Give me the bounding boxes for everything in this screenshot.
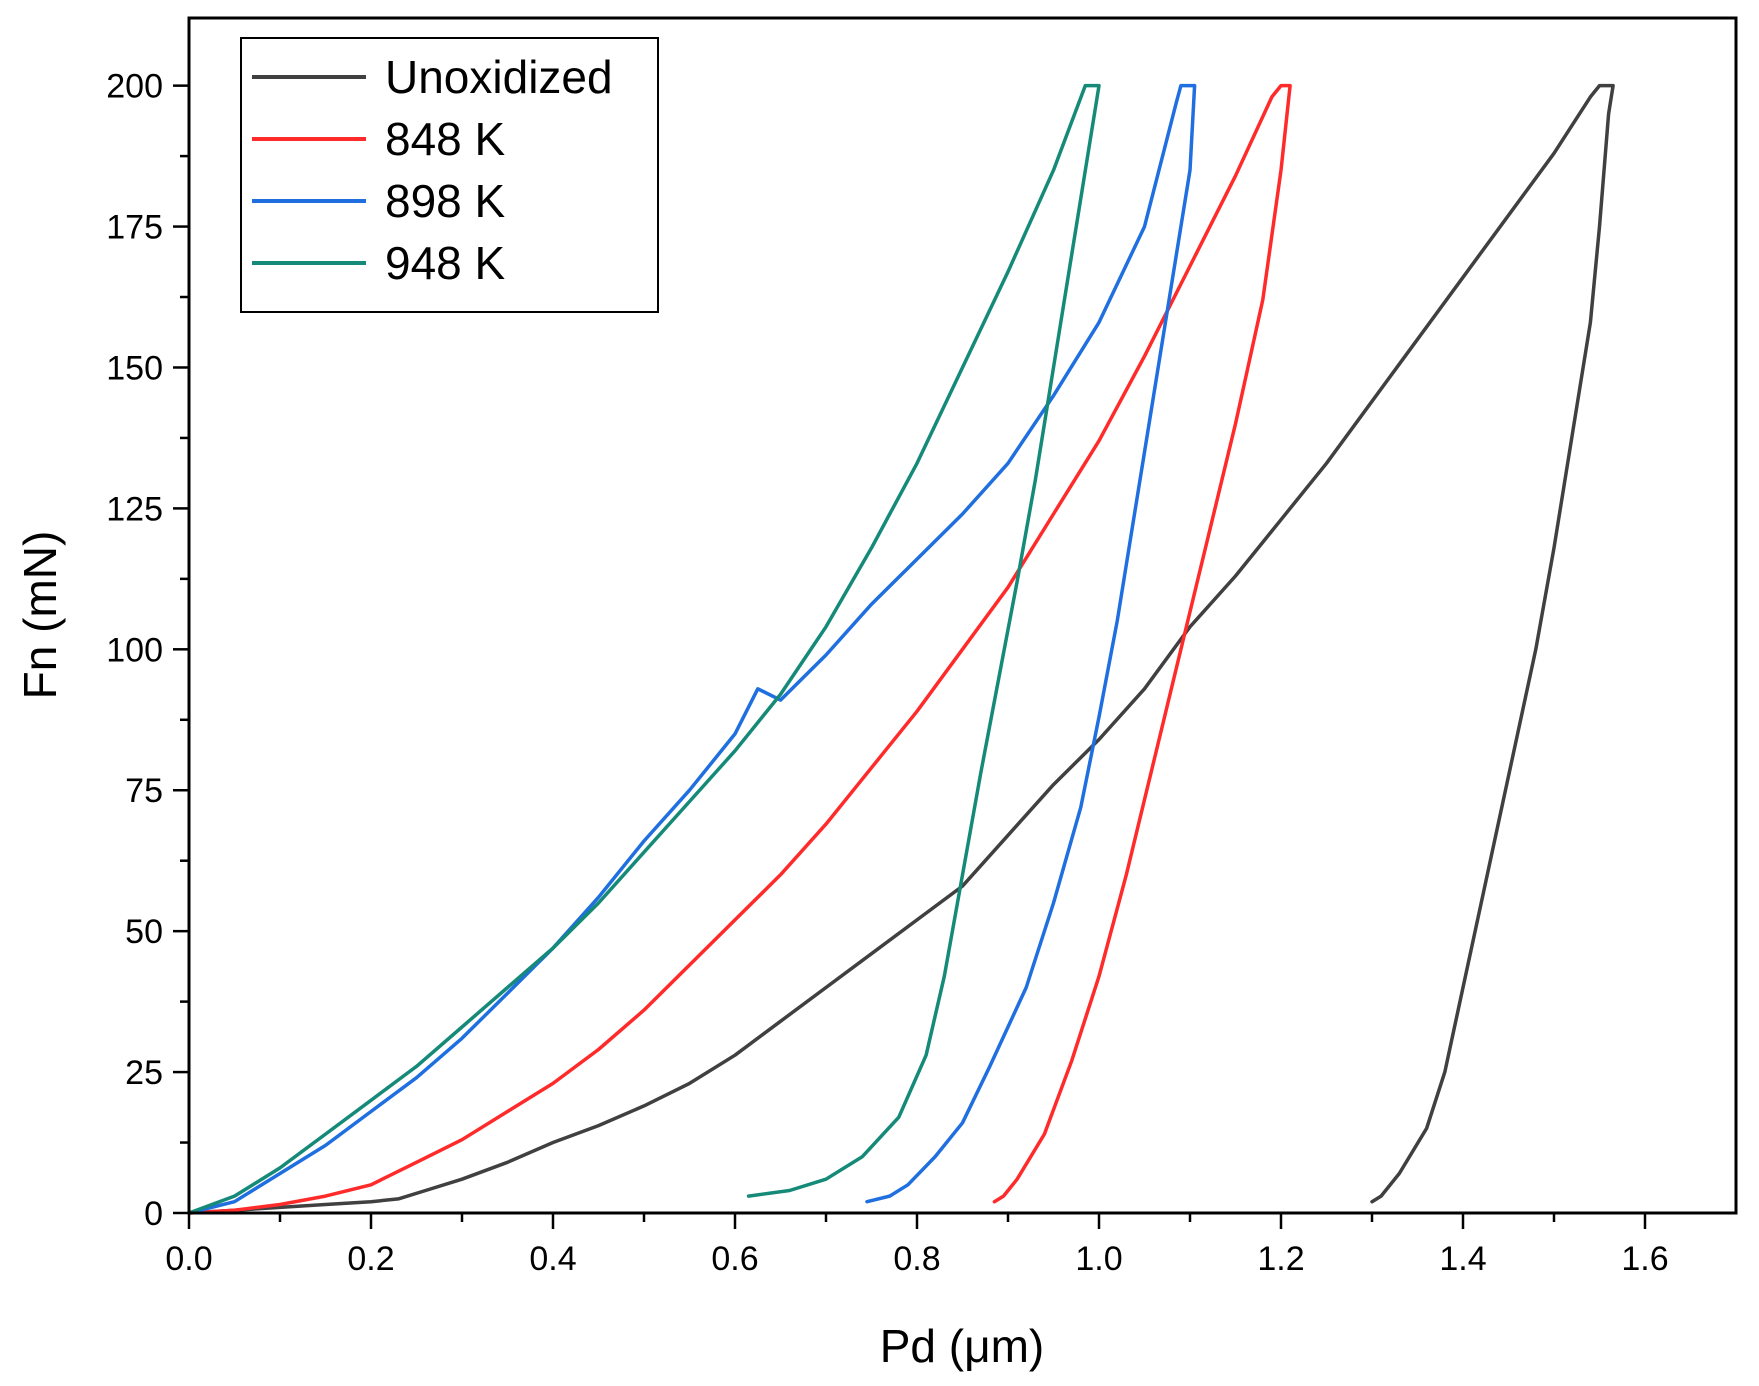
x-tick-label: 1.2 bbox=[1257, 1240, 1304, 1278]
y-tick-label: 200 bbox=[106, 68, 163, 106]
legend: Unoxidized 848 K 898 K 948 K bbox=[240, 37, 659, 313]
y-tick-label: 125 bbox=[106, 490, 163, 528]
y-tick-label: 75 bbox=[125, 772, 163, 810]
legend-label: Unoxidized bbox=[385, 51, 613, 103]
x-tick-label: 0.8 bbox=[893, 1240, 940, 1278]
y-tick-label: 25 bbox=[125, 1054, 163, 1092]
y-tick-label: 150 bbox=[106, 349, 163, 387]
y-tick-label: 0 bbox=[144, 1195, 163, 1233]
x-tick-label: 0.6 bbox=[711, 1240, 758, 1278]
series-line-unoxidized bbox=[187, 83, 1615, 1215]
series-line-848-k bbox=[187, 83, 1292, 1215]
series-line-948-k bbox=[187, 83, 1101, 1215]
legend-label: 898 K bbox=[385, 175, 506, 227]
x-tick-label: 0.0 bbox=[165, 1240, 212, 1278]
x-axis: 0.0 0.2 0.4 0.6 0.8 1.0 1.2 1.4 1.6 bbox=[165, 1213, 1669, 1278]
x-tick-label: 0.2 bbox=[347, 1240, 394, 1278]
y-tick-label: 100 bbox=[106, 631, 163, 669]
y-tick-label: 175 bbox=[106, 209, 163, 247]
x-tick-label: 0.4 bbox=[529, 1240, 576, 1278]
series-layer bbox=[187, 83, 1615, 1215]
y-axis-title: Fn (mN) bbox=[14, 531, 66, 700]
x-tick-label: 1.0 bbox=[1075, 1240, 1122, 1278]
legend-box bbox=[240, 37, 659, 313]
x-axis-title: Pd (μm) bbox=[880, 1320, 1045, 1372]
y-tick-label: 50 bbox=[125, 913, 163, 951]
plot-frame bbox=[187, 16, 1738, 1215]
y-axis: 0 25 50 75 100 125 150 175 200 bbox=[106, 68, 189, 1233]
x-tick-label: 1.4 bbox=[1439, 1240, 1486, 1278]
series-line-898-k bbox=[187, 83, 1197, 1215]
legend-label: 848 K bbox=[385, 113, 506, 165]
x-tick-label: 1.6 bbox=[1621, 1240, 1668, 1278]
legend-label: 948 K bbox=[385, 237, 506, 289]
